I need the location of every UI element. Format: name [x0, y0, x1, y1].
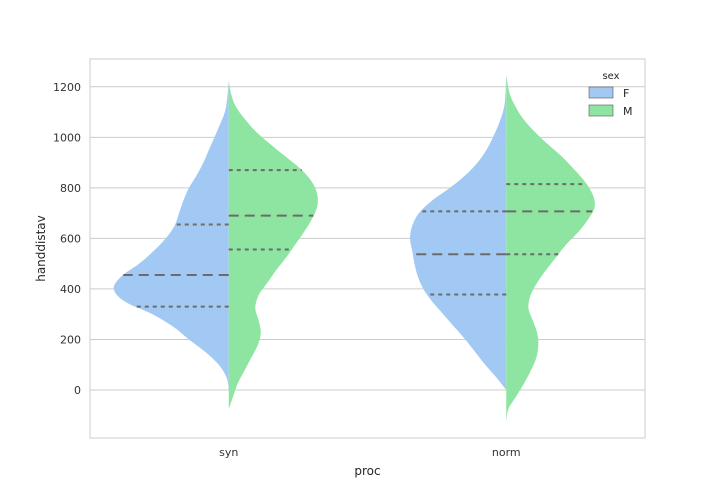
- y-axis-label: handdistav: [34, 215, 48, 282]
- violins: [113, 75, 595, 422]
- y-tick-label: 1200: [53, 81, 81, 94]
- y-tick-labels: 0 200 400 600 800 1000 1200: [53, 81, 81, 397]
- legend-label: F: [623, 87, 629, 100]
- y-tick-label: 200: [60, 333, 81, 346]
- y-tick-label: 1000: [53, 131, 81, 144]
- quartile-lines: [123, 169, 593, 308]
- x-tick-label: syn: [219, 446, 238, 459]
- violin-half-F-norm: [410, 75, 507, 390]
- y-tick-label: 800: [60, 182, 81, 195]
- y-tick-label: 0: [74, 384, 81, 397]
- y-tick-label: 400: [60, 283, 81, 296]
- x-tick-labels: syn norm: [219, 446, 520, 459]
- legend-swatch: [588, 104, 614, 117]
- violin-half-F-syn: [113, 80, 229, 390]
- x-axis-label: proc: [354, 464, 380, 478]
- legend: sex FM: [588, 71, 633, 118]
- plot-frame: [89, 58, 646, 439]
- legend-swatch: [588, 86, 614, 99]
- x-tick-label: norm: [492, 446, 521, 459]
- y-tick-label: 600: [60, 232, 81, 245]
- legend-title: sex: [602, 71, 619, 82]
- legend-label: M: [623, 105, 633, 118]
- violin-half-M-norm: [506, 75, 595, 422]
- violin-half-M-syn: [228, 80, 318, 409]
